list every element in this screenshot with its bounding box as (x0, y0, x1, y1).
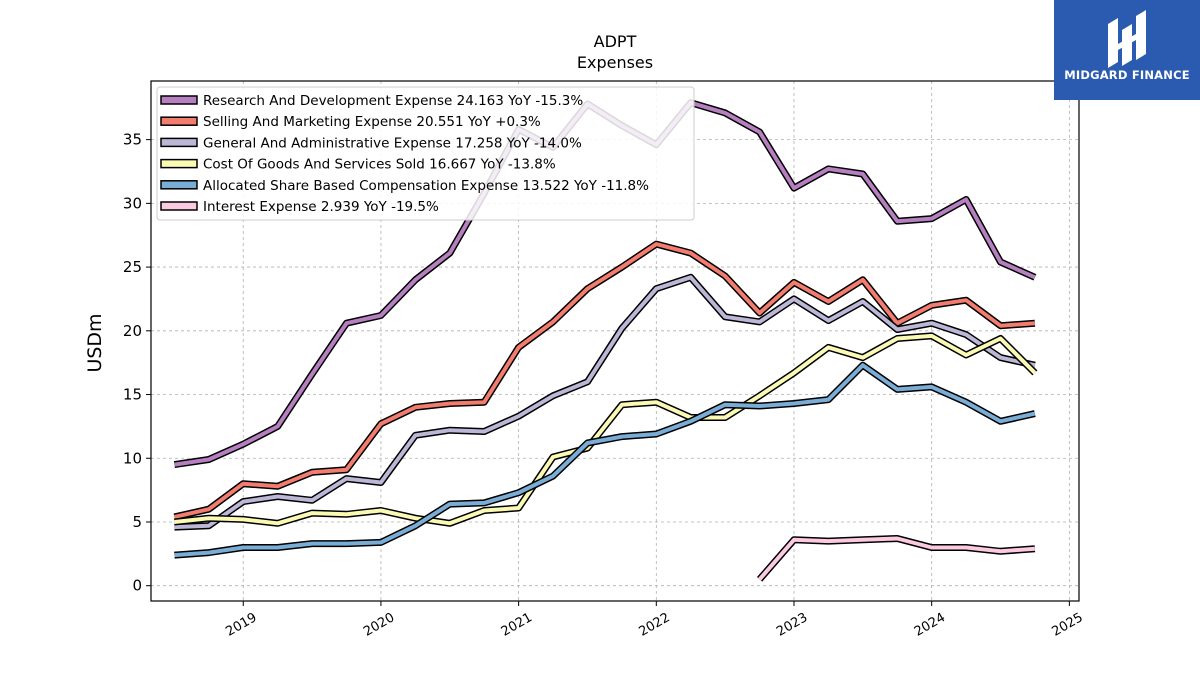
legend-entry: Research And Development Expense 24.163 … (203, 93, 583, 109)
y-tick-label: 30 (123, 194, 142, 212)
series-line-4 (174, 363, 1036, 558)
series-line-2 (174, 275, 1036, 530)
x-tick-label: 2024 (912, 610, 948, 640)
legend-entry: Allocated Share Based Compensation Expen… (203, 178, 649, 194)
brand-name: MIDGARD FINANCE (1064, 68, 1190, 82)
chart-subtitle: Expenses (577, 53, 653, 72)
x-tick-label: 2023 (774, 610, 810, 640)
y-tick-label: 10 (123, 449, 142, 467)
legend-swatch (160, 201, 198, 211)
chart-title: ADPT (594, 32, 637, 51)
brand-logo: MIDGARD FINANCE (1054, 0, 1200, 100)
series-line-outline-4 (174, 361, 1036, 559)
legend-entry: General And Administrative Expense 17.25… (203, 135, 582, 151)
legend-box (156, 86, 695, 221)
y-ticks: 0 5 10 15 20 25 30 35 (123, 131, 151, 595)
y-tick-label: 25 (123, 258, 142, 276)
legend-swatch (160, 158, 198, 169)
series-line-outline-5 (756, 535, 1036, 582)
y-tick-label: 20 (123, 322, 142, 340)
x-tick-label: 2022 (636, 610, 672, 640)
x-ticks: 2019 2020 2021 2022 2023 2024 2025 (223, 601, 1086, 640)
y-axis-label: USDm (84, 313, 106, 372)
legend-entry: Selling And Marketing Expense 20.551 YoY… (203, 114, 541, 130)
legend-entry: Interest Expense 2.939 YoY -19.5% (203, 199, 439, 215)
series-line-1 (173, 242, 1036, 519)
series-line-outline-2 (174, 273, 1036, 531)
series-line-3 (174, 333, 1037, 526)
midgard-logo-icon (1108, 10, 1146, 68)
y-tick-label: 35 (123, 131, 142, 149)
x-tick-label: 2025 (1050, 610, 1086, 640)
legend: Research And Development Expense 24.163 … (156, 86, 695, 221)
y-tick-label: 15 (123, 386, 142, 404)
y-tick-label: 5 (132, 513, 142, 531)
series-line-5 (758, 536, 1036, 581)
legend-swatch (160, 180, 198, 190)
x-tick-label: 2019 (223, 610, 259, 640)
plot-frame (150, 80, 1080, 602)
y-tick-label: 0 (132, 577, 142, 595)
legend-swatch (160, 95, 198, 105)
x-tick-label: 2021 (499, 610, 535, 640)
legend-entry: Cost Of Goods And Services Sold 16.667 Y… (203, 157, 556, 173)
legend-swatch (160, 116, 198, 126)
x-tick-label: 2020 (361, 610, 397, 640)
legend-swatch (160, 137, 198, 148)
